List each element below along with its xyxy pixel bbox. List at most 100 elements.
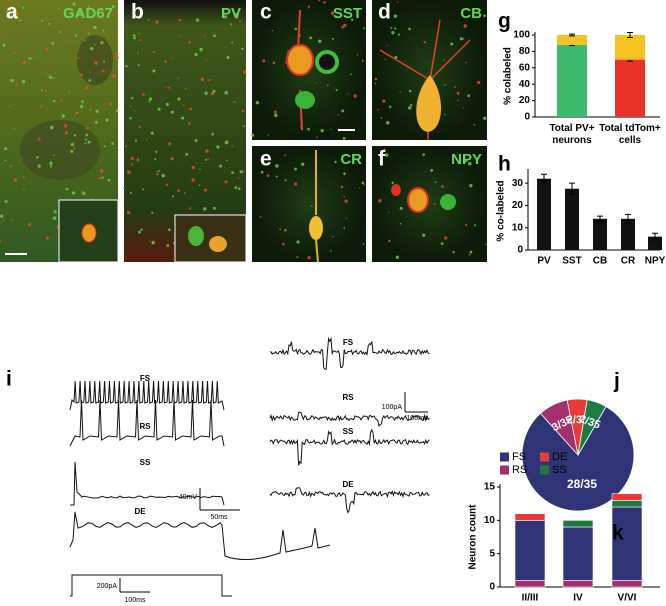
- speckle: [212, 89, 216, 93]
- inset-b: [174, 214, 247, 263]
- speckle: [387, 211, 390, 214]
- speckle: [134, 110, 136, 112]
- speckle: [87, 140, 91, 144]
- speckle: [216, 145, 220, 149]
- speckle: [59, 31, 61, 33]
- speckle: [237, 177, 240, 179]
- speckle: [441, 185, 444, 188]
- speckle: [358, 187, 361, 189]
- speckle: [137, 64, 140, 67]
- speckle: [309, 36, 313, 40]
- speckle: [443, 59, 445, 61]
- y-tick-label: 0: [489, 582, 495, 593]
- speckle: [142, 93, 145, 96]
- speckle: [161, 174, 165, 178]
- speckle: [386, 44, 389, 47]
- speckle: [61, 114, 65, 118]
- y-tick-label: 40: [519, 79, 531, 90]
- bar: [514, 520, 546, 581]
- speckle: [5, 10, 8, 13]
- speckle: [106, 13, 109, 16]
- x-tick-label: II/III: [522, 593, 539, 604]
- x-tick-label: NPY: [645, 256, 666, 267]
- trace-label: SS: [140, 458, 151, 467]
- panel-label: d: [378, 1, 391, 24]
- speckle: [125, 145, 127, 147]
- error-bar: [597, 215, 603, 222]
- speckle: [123, 136, 125, 138]
- speckle: [274, 113, 278, 118]
- speckle: [112, 74, 116, 78]
- speckle: [212, 34, 216, 38]
- speckle: [36, 155, 39, 159]
- speckle: [378, 198, 382, 203]
- x-tick-label: CR: [621, 256, 636, 267]
- speckle: [391, 30, 395, 35]
- speckle: [284, 179, 287, 182]
- speckle: [115, 109, 119, 113]
- speckle: [171, 195, 174, 198]
- speckle: [230, 23, 232, 26]
- speckle: [131, 96, 134, 100]
- speckle: [22, 62, 25, 65]
- speckle: [200, 77, 205, 82]
- speckle: [168, 142, 172, 146]
- scale-label: 40mV: [179, 494, 198, 501]
- panel-label: f: [378, 148, 386, 171]
- y-tick-label: 15: [484, 482, 496, 493]
- y-tick-label: 30: [512, 178, 524, 189]
- speckle: [165, 87, 168, 89]
- speckle: [423, 41, 426, 44]
- speckle: [483, 14, 486, 18]
- speckle: [341, 109, 345, 113]
- speckle: [81, 190, 85, 194]
- speckle: [350, 18, 354, 21]
- speckle: [363, 184, 365, 186]
- speckle: [399, 222, 402, 225]
- speckle: [485, 243, 487, 246]
- speckle: [10, 219, 13, 222]
- speckle: [138, 32, 140, 35]
- speckle: [94, 44, 96, 46]
- speckle: [13, 52, 16, 55]
- speckle: [46, 108, 48, 110]
- y-tick-label: 60: [519, 62, 531, 73]
- speckle: [462, 37, 465, 40]
- speckle: [111, 18, 114, 20]
- speckle: [89, 109, 92, 111]
- speckle: [353, 94, 357, 98]
- speckle: [296, 240, 300, 244]
- trace-fs-right: [269, 336, 430, 370]
- speckle: [0, 240, 1, 243]
- bar: [621, 218, 635, 250]
- speckle: [335, 88, 338, 92]
- speckle: [226, 159, 228, 162]
- speckle: [101, 10, 105, 14]
- speckle: [124, 63, 126, 65]
- speckle: [454, 86, 456, 89]
- speckle: [151, 211, 154, 214]
- speckle: [93, 25, 97, 30]
- bar: [562, 520, 594, 528]
- speckle: [307, 127, 310, 131]
- speckle: [111, 5, 115, 9]
- speckle: [149, 240, 151, 243]
- trace-label: RS: [342, 393, 354, 402]
- speckle: [147, 18, 150, 21]
- scale-label: 100ms: [406, 415, 428, 422]
- speckle: [79, 105, 84, 109]
- speckle: [85, 133, 89, 137]
- speckle: [71, 191, 76, 195]
- speckle: [465, 61, 467, 64]
- bar: [611, 580, 643, 588]
- trace-fs: [69, 380, 225, 411]
- speckle: [44, 89, 48, 93]
- speckle: [307, 255, 311, 260]
- speckle: [337, 114, 339, 116]
- image-label: CR: [340, 151, 362, 168]
- speckle: [88, 79, 92, 82]
- speckle: [155, 150, 158, 153]
- speckle: [204, 188, 208, 192]
- speckle: [0, 214, 4, 218]
